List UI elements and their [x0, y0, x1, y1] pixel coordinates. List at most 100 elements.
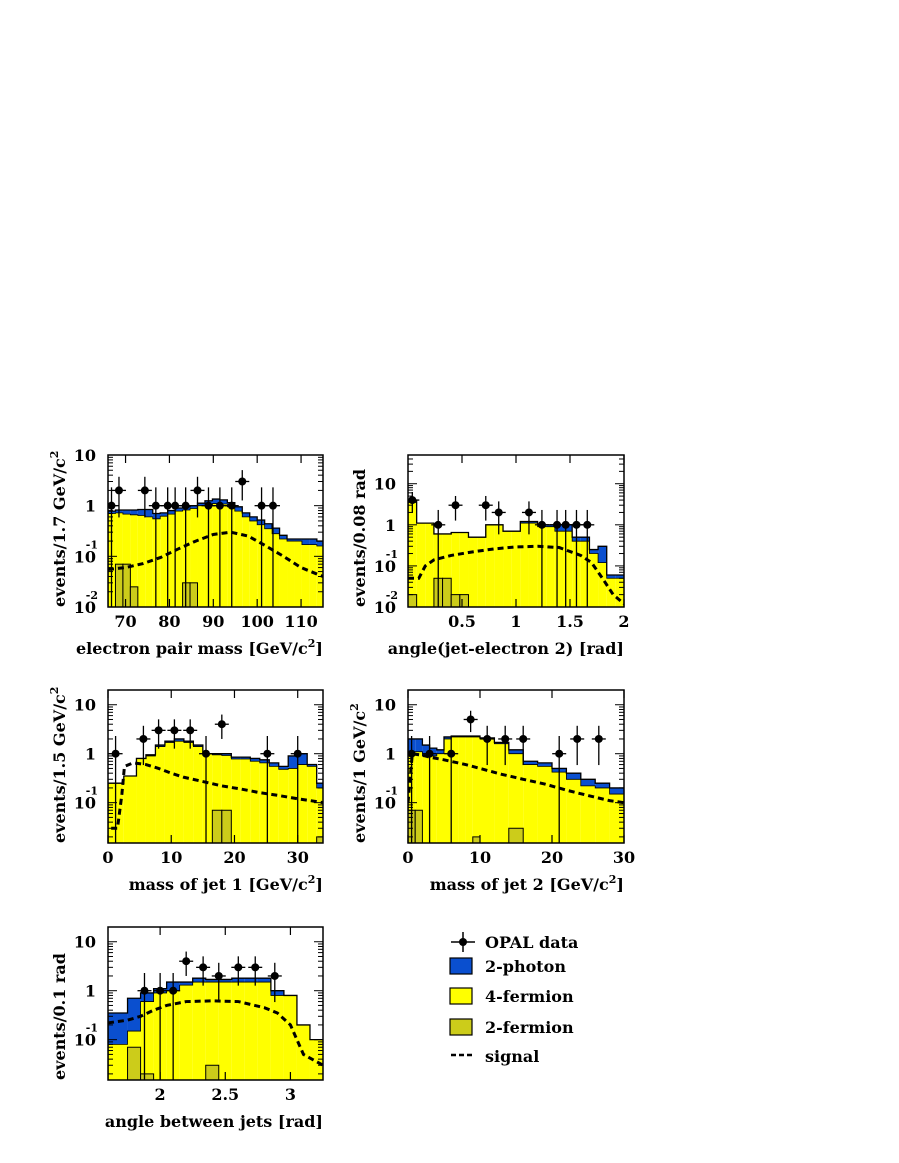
data-marker — [114, 486, 123, 495]
four-fermion-bar — [212, 503, 220, 607]
data-point — [235, 470, 250, 501]
legend-two-fermion-label: 2-fermion — [485, 1018, 574, 1037]
data-point — [168, 487, 183, 607]
data-point — [498, 725, 513, 766]
two-fermion-bar — [205, 1064, 220, 1080]
data-point — [151, 719, 166, 749]
four-fermion-bar — [511, 531, 521, 607]
two-photon-bar — [175, 507, 183, 512]
legend-four-fermion-label: 4-fermion — [485, 987, 574, 1006]
two-photon-bar — [528, 521, 538, 524]
x-ticks: 0 10 20 30 — [102, 690, 309, 867]
data-point — [448, 495, 463, 521]
two-photon-bar — [249, 516, 258, 521]
x-axis-label: angle between jets [rad] — [105, 1112, 323, 1131]
x-tick-label: 0 — [402, 848, 413, 867]
two-photon-bar — [436, 749, 444, 754]
four-fermion-bar — [115, 512, 123, 607]
four-fermion-bar — [520, 523, 529, 607]
two-photon-bar — [309, 538, 317, 545]
two-photon-bar — [152, 513, 161, 519]
data-marker — [156, 986, 165, 995]
two-photon-bar — [508, 749, 524, 754]
total-outline — [108, 498, 323, 607]
two-photon-bar — [297, 753, 308, 765]
legend-two-photon-swatch — [449, 957, 473, 975]
data-point — [148, 487, 163, 607]
x-tick-label: 10 — [469, 848, 491, 867]
x-tick-label: 20 — [541, 848, 563, 867]
two-photon-bar — [257, 520, 265, 525]
two-photon-bar — [546, 524, 555, 527]
two-photon-bar — [167, 510, 176, 515]
data-marker — [451, 501, 460, 510]
data-point — [248, 956, 263, 986]
data-marker — [182, 957, 191, 966]
x-axis-label-end: ] — [616, 875, 624, 894]
four-fermion-bar — [528, 523, 538, 607]
data-point — [534, 509, 549, 607]
x-axis-label: angle(jet-electron 2) [rad] — [388, 639, 624, 658]
four-fermion-bar — [485, 524, 495, 607]
two-photon-bar — [127, 998, 141, 1032]
two-photon-bar — [242, 512, 250, 517]
four-fermion-bar — [257, 524, 265, 607]
four-fermion-bar — [301, 544, 310, 607]
y-tick-label: 10 — [374, 475, 396, 494]
two-photon-bar — [231, 757, 241, 759]
data-point — [190, 476, 205, 518]
data-point — [137, 972, 152, 1080]
four-fermion-bar — [227, 506, 235, 607]
data-point — [136, 725, 151, 766]
data-marker — [163, 501, 172, 510]
legend-data-label: OPAL data — [485, 933, 578, 952]
data-marker — [483, 734, 492, 743]
data-marker — [238, 477, 247, 486]
data-marker — [215, 501, 224, 510]
four-fermion-bar — [269, 766, 279, 843]
y-tick-label: 10 — [74, 547, 96, 566]
four-fermion-bar — [468, 537, 478, 607]
four-fermion-bar — [123, 776, 137, 843]
four-fermion-bar — [294, 541, 302, 607]
four-fermion-bar — [425, 523, 434, 607]
four-fermion-bar — [145, 755, 156, 843]
data-point — [166, 972, 181, 1080]
y-axis-label-text: events/1.5 GeV/c — [50, 694, 69, 843]
two-fermion-bar — [140, 1073, 155, 1080]
data-point — [431, 509, 446, 607]
data-marker — [583, 520, 592, 529]
four-fermion-bar — [494, 743, 509, 843]
data-point — [444, 735, 459, 843]
y-axis-label-text: events/0.08 rad — [350, 469, 369, 607]
data-marker — [447, 749, 456, 758]
two-photon-bar — [615, 575, 624, 579]
four-fermion-bar — [205, 982, 219, 1080]
two-photon-bar — [240, 757, 251, 759]
legend-data-marker — [451, 932, 475, 952]
data-marker — [434, 520, 443, 529]
two-photon-bar — [523, 761, 538, 765]
four-fermion-bar — [192, 982, 206, 1080]
four-fermion-bar — [595, 787, 610, 843]
data-point — [480, 725, 495, 766]
four-fermion-bar — [137, 515, 146, 607]
x-ticks: 2 2.5 3 — [155, 927, 296, 1104]
data-point — [183, 719, 198, 749]
four-fermion-bar — [415, 751, 423, 843]
x-tick-label: 20 — [223, 848, 245, 867]
four-fermion-bar — [309, 544, 317, 607]
x-axis-label-text: mass of jet 2 [GeV/c — [430, 875, 609, 894]
four-fermion-bar — [136, 758, 146, 843]
y-tick-label: 10 — [374, 794, 396, 813]
two-fermion-bar — [189, 582, 199, 607]
four-fermion-bar — [155, 746, 165, 843]
four-fermion-bar — [429, 755, 437, 843]
two-photon-bar — [580, 779, 596, 786]
two-photon-bar — [192, 978, 206, 983]
x-axis-label: electron pair mass [GeV/c2] — [76, 637, 323, 658]
signal-curve — [111, 761, 323, 830]
